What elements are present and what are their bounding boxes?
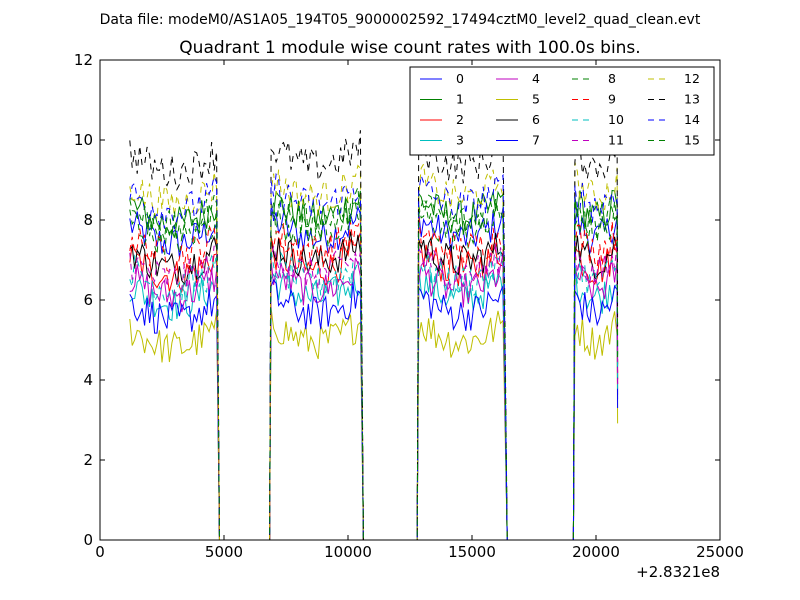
legend-label-8: 8 xyxy=(608,71,616,86)
legend-label-12: 12 xyxy=(684,71,700,86)
x-tick-label: 0 xyxy=(95,543,105,561)
series-line-13 xyxy=(129,130,619,540)
y-tick-label: 10 xyxy=(74,131,93,149)
x-tick-label: 20000 xyxy=(572,543,620,561)
series-line-0 xyxy=(129,200,619,540)
chart-title: Quadrant 1 module wise count rates with … xyxy=(179,38,640,58)
legend-label-6: 6 xyxy=(532,112,540,127)
series-layer xyxy=(129,130,619,540)
legend-label-3: 3 xyxy=(456,133,464,148)
legend-label-1: 1 xyxy=(456,92,464,107)
x-tick-label: 15000 xyxy=(448,543,496,561)
legend-label-13: 13 xyxy=(684,92,700,107)
x-offset-label: +2.8321e8 xyxy=(636,563,720,581)
series-line-11 xyxy=(129,242,619,540)
series-line-4 xyxy=(129,254,619,540)
legend-label-0: 0 xyxy=(456,71,464,86)
y-tick-label: 8 xyxy=(83,211,93,229)
legend-label-11: 11 xyxy=(608,133,624,148)
y-tick-label: 6 xyxy=(83,291,93,309)
legend-label-15: 15 xyxy=(684,133,700,148)
y-tick-label: 2 xyxy=(83,451,93,469)
y-tick-label: 4 xyxy=(83,371,93,389)
series-line-3 xyxy=(129,262,619,540)
legend-label-7: 7 xyxy=(532,133,540,148)
series-line-5 xyxy=(129,308,619,540)
series-line-14 xyxy=(129,172,619,540)
y-tick-label: 12 xyxy=(74,51,93,69)
chart-suptitle: Data file: modeM0/AS1A05_194T05_90000025… xyxy=(100,12,701,28)
y-tick-label: 0 xyxy=(83,531,93,549)
x-tick-label: 10000 xyxy=(324,543,372,561)
legend-label-2: 2 xyxy=(456,112,464,127)
series-line-1 xyxy=(129,189,619,540)
legend-label-10: 10 xyxy=(608,112,624,127)
legend-label-4: 4 xyxy=(532,71,540,86)
series-line-15 xyxy=(129,187,619,540)
legend-label-5: 5 xyxy=(532,92,540,107)
series-line-10 xyxy=(129,249,619,540)
legend-label-14: 14 xyxy=(684,112,700,127)
series-line-7 xyxy=(129,278,619,540)
legend-label-9: 9 xyxy=(608,92,616,107)
series-line-12 xyxy=(129,162,619,540)
x-tick-label: 25000 xyxy=(696,543,744,561)
x-tick-label: 5000 xyxy=(205,543,243,561)
